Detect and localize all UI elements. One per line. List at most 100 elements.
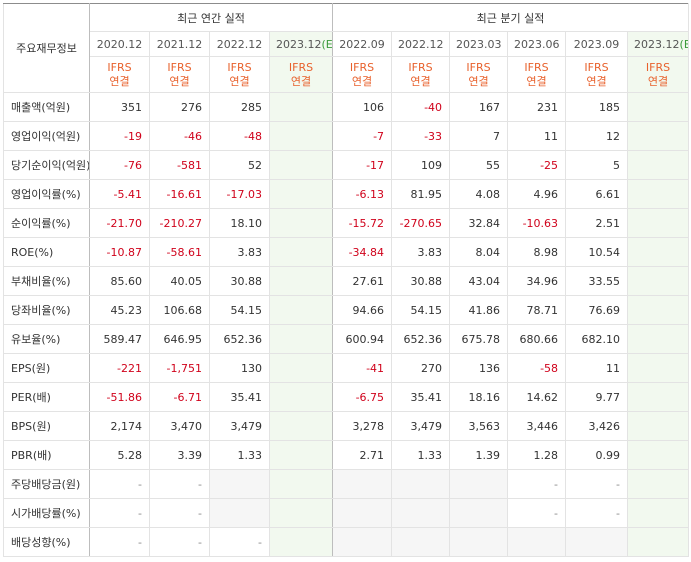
metric-value: [449, 527, 509, 557]
metric-value: [332, 527, 393, 557]
standard-line-2: 연결: [109, 74, 130, 88]
metric-label: 주당배당금(원): [3, 469, 90, 499]
quarterly-group-header: 최근 분기 실적: [332, 3, 690, 32]
metric-value: 130: [209, 353, 270, 383]
metric-label: 당기순이익(억원): [3, 150, 90, 180]
metric-value: -46: [149, 121, 210, 151]
metric-value: -: [149, 498, 210, 528]
metric-value: [565, 527, 629, 557]
metric-value: 2.51: [565, 208, 629, 238]
metric-value: 45.23: [89, 295, 150, 325]
period-header: 2023.12(E): [627, 31, 690, 57]
metric-value: [268, 121, 334, 151]
metric-value: 167: [449, 92, 509, 122]
metric-value: -: [149, 527, 210, 557]
period-header: 2022.12: [209, 31, 270, 57]
metric-value: 136: [449, 353, 509, 383]
metric-value: -58.61: [149, 237, 210, 267]
metric-value: 35.41: [391, 382, 451, 412]
metric-value: -10.87: [89, 237, 150, 267]
standard-line-2: 연결: [647, 74, 669, 88]
metric-value: [268, 498, 334, 528]
metric-value: [627, 324, 690, 354]
metric-value: 106.68: [149, 295, 210, 325]
metric-value: -: [149, 469, 210, 499]
standard-line-2: 연결: [290, 74, 312, 88]
metric-value: 3,479: [391, 411, 451, 441]
metric-value: 9.77: [565, 382, 629, 412]
metric-label: 영업이익률(%): [3, 179, 90, 209]
metric-value: 30.88: [209, 266, 270, 296]
period-label: 2023.12: [634, 37, 680, 51]
metric-value: 106: [332, 92, 393, 122]
metric-value: 3,426: [565, 411, 629, 441]
financial-summary-table: 주요재무정보 최근 연간 실적 최근 분기 실적 2020.12 2021.12 2…: [3, 3, 690, 557]
standard-line-2: 연결: [468, 74, 489, 88]
metric-value: [268, 208, 334, 238]
metric-value: -34.84: [332, 237, 393, 267]
metric-label: ROE(%): [3, 237, 90, 267]
table-row: ROE(%) -10.87 -58.61 3.83 -34.84 3.83 8.04 8.98…: [3, 237, 690, 267]
period-label: 2023.03: [456, 37, 502, 51]
metric-value: 43.04: [449, 266, 509, 296]
metric-value: [391, 469, 451, 499]
metric-value: 680.66: [507, 324, 567, 354]
metric-value: [627, 411, 690, 441]
metric-value: [391, 527, 451, 557]
metric-value: [627, 527, 690, 557]
metric-value: -: [565, 498, 629, 528]
metric-value: 18.10: [209, 208, 270, 238]
metric-value: 675.78: [449, 324, 509, 354]
period-header: 2021.12: [149, 31, 210, 57]
metric-value: [627, 208, 690, 238]
estimate-marker: (E): [321, 37, 333, 51]
metric-value: 33.55: [565, 266, 629, 296]
accounting-standard-label: IFRS 연결: [391, 56, 451, 93]
metric-value: 0.99: [565, 440, 629, 470]
metric-value: 32.84: [449, 208, 509, 238]
accounting-standard-label: IFRS 연결: [89, 56, 150, 93]
metric-value: 1.33: [391, 440, 451, 470]
metric-value: 4.96: [507, 179, 567, 209]
metric-value: 18.16: [449, 382, 509, 412]
standard-line-1: IFRS: [466, 60, 491, 74]
metric-value: 600.94: [332, 324, 393, 354]
metric-value: [268, 179, 334, 209]
metric-value: 4.08: [449, 179, 509, 209]
metric-value: 3,470: [149, 411, 210, 441]
metric-value: -5.41: [89, 179, 150, 209]
table-row: 영업이익(억원) -19 -46 -48 -7 -33 7 11 12: [3, 121, 690, 151]
metric-label: PBR(배): [3, 440, 90, 470]
period-label: 2020.12: [96, 37, 143, 51]
metric-value: 285: [209, 92, 270, 122]
metric-value: 52: [209, 150, 270, 180]
metric-value: -: [209, 527, 270, 557]
metric-value: -51.86: [89, 382, 150, 412]
metric-label: 매출액(억원): [3, 92, 90, 122]
metric-value: 270: [391, 353, 451, 383]
metric-value: [627, 382, 690, 412]
metric-label: PER(배): [3, 382, 90, 412]
metric-value: -: [507, 498, 567, 528]
metric-value: 2.71: [332, 440, 393, 470]
metric-value: -21.70: [89, 208, 150, 238]
estimate-marker: (E): [679, 37, 688, 51]
metric-value: -210.27: [149, 208, 210, 238]
metric-value: [627, 498, 690, 528]
metric-value: [268, 295, 334, 325]
table-row: BPS(원) 2,174 3,470 3,479 3,278 3,479 3,563 3,44…: [3, 411, 690, 441]
accounting-standard-label: IFRS 연결: [449, 56, 509, 93]
metric-value: 3,479: [209, 411, 270, 441]
accounting-standard-label: IFRS 연결: [507, 56, 567, 93]
period-label: 2022.12: [216, 37, 263, 51]
metric-value: 6.61: [565, 179, 629, 209]
metric-value: -: [565, 469, 629, 499]
metric-value: -: [89, 527, 150, 557]
metric-value: 3,563: [449, 411, 509, 441]
metric-value: [449, 498, 509, 528]
metric-value: 85.60: [89, 266, 150, 296]
accounting-standard-label: IFRS 연결: [268, 56, 334, 93]
metric-value: -16.61: [149, 179, 210, 209]
table-row: 유보율(%) 589.47 646.95 652.36 600.94 652.36 675.…: [3, 324, 690, 354]
metric-value: -48: [209, 121, 270, 151]
